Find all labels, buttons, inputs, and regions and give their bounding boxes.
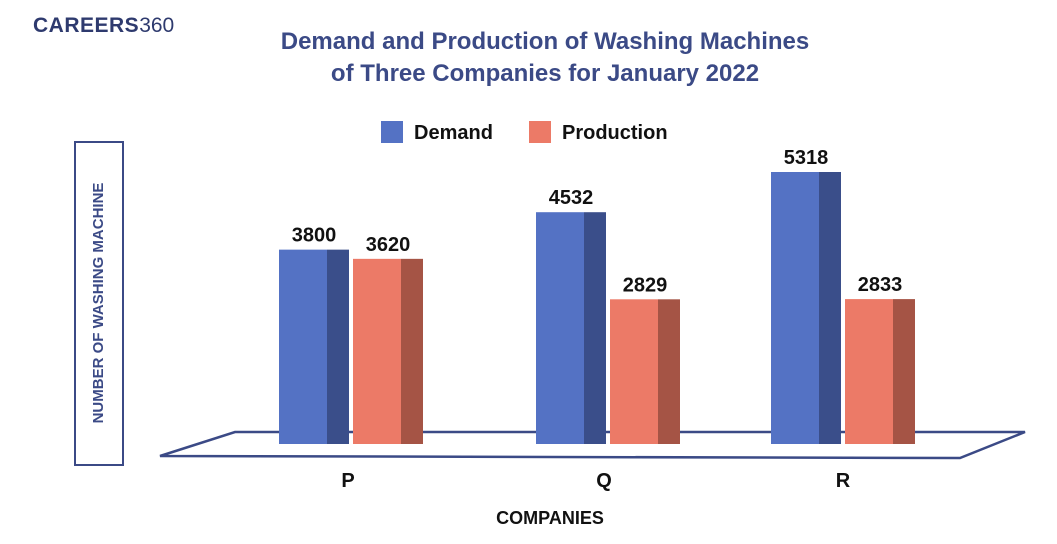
bar-production-p <box>353 258 401 444</box>
x-tick-label-q: Q <box>596 470 612 492</box>
data-label-demand-q: 4532 <box>549 187 594 209</box>
legend-production-label: Production <box>562 122 668 144</box>
ylabel: NUMBER OF WASHING MACHINE <box>90 183 107 424</box>
ylabel-box <box>74 141 124 466</box>
chart-title: Demand and Production of Washing Machine… <box>250 26 840 90</box>
legend-demand-label: Demand <box>414 122 493 144</box>
brand-logo: CAREERS360 <box>33 14 174 38</box>
data-label-production-q: 2829 <box>623 274 668 296</box>
bar-demand-p <box>279 249 327 444</box>
chart-floor <box>159 430 1026 460</box>
bar-demand-q-side <box>584 212 606 444</box>
legend-demand-swatch <box>381 121 403 143</box>
data-label-demand-r: 5318 <box>784 147 829 169</box>
xlabel: COMPANIES <box>496 508 604 528</box>
bar-production-r <box>845 299 893 444</box>
bar-demand-r-side <box>819 172 841 444</box>
chart-title-line-1: Demand and Production of Washing Machine… <box>280 28 810 55</box>
x-tick-label-p: P <box>341 470 354 492</box>
bar-demand-q <box>536 212 584 444</box>
bar-demand-p-side <box>327 249 349 444</box>
data-label-production-r: 2833 <box>858 274 903 296</box>
bar-production-q-side <box>658 299 680 444</box>
x-tick-label-r: R <box>836 470 851 492</box>
data-label-production-p: 3620 <box>366 234 411 256</box>
chart-title-line-2: of Three Companies for January 2022 <box>330 60 760 87</box>
data-label-demand-p: 3800 <box>292 225 337 247</box>
legend-production-swatch <box>529 121 551 143</box>
bar-production-q <box>610 299 658 444</box>
brand-bold: CAREERS <box>33 14 140 37</box>
bar-production-p-side <box>401 258 423 444</box>
brand-light: 360 <box>139 14 175 37</box>
bar-production-r-side <box>893 299 915 444</box>
bars-group: 3800 3620 4532 2829 5318 2833 <box>279 147 915 444</box>
bar-demand-r <box>771 172 819 444</box>
